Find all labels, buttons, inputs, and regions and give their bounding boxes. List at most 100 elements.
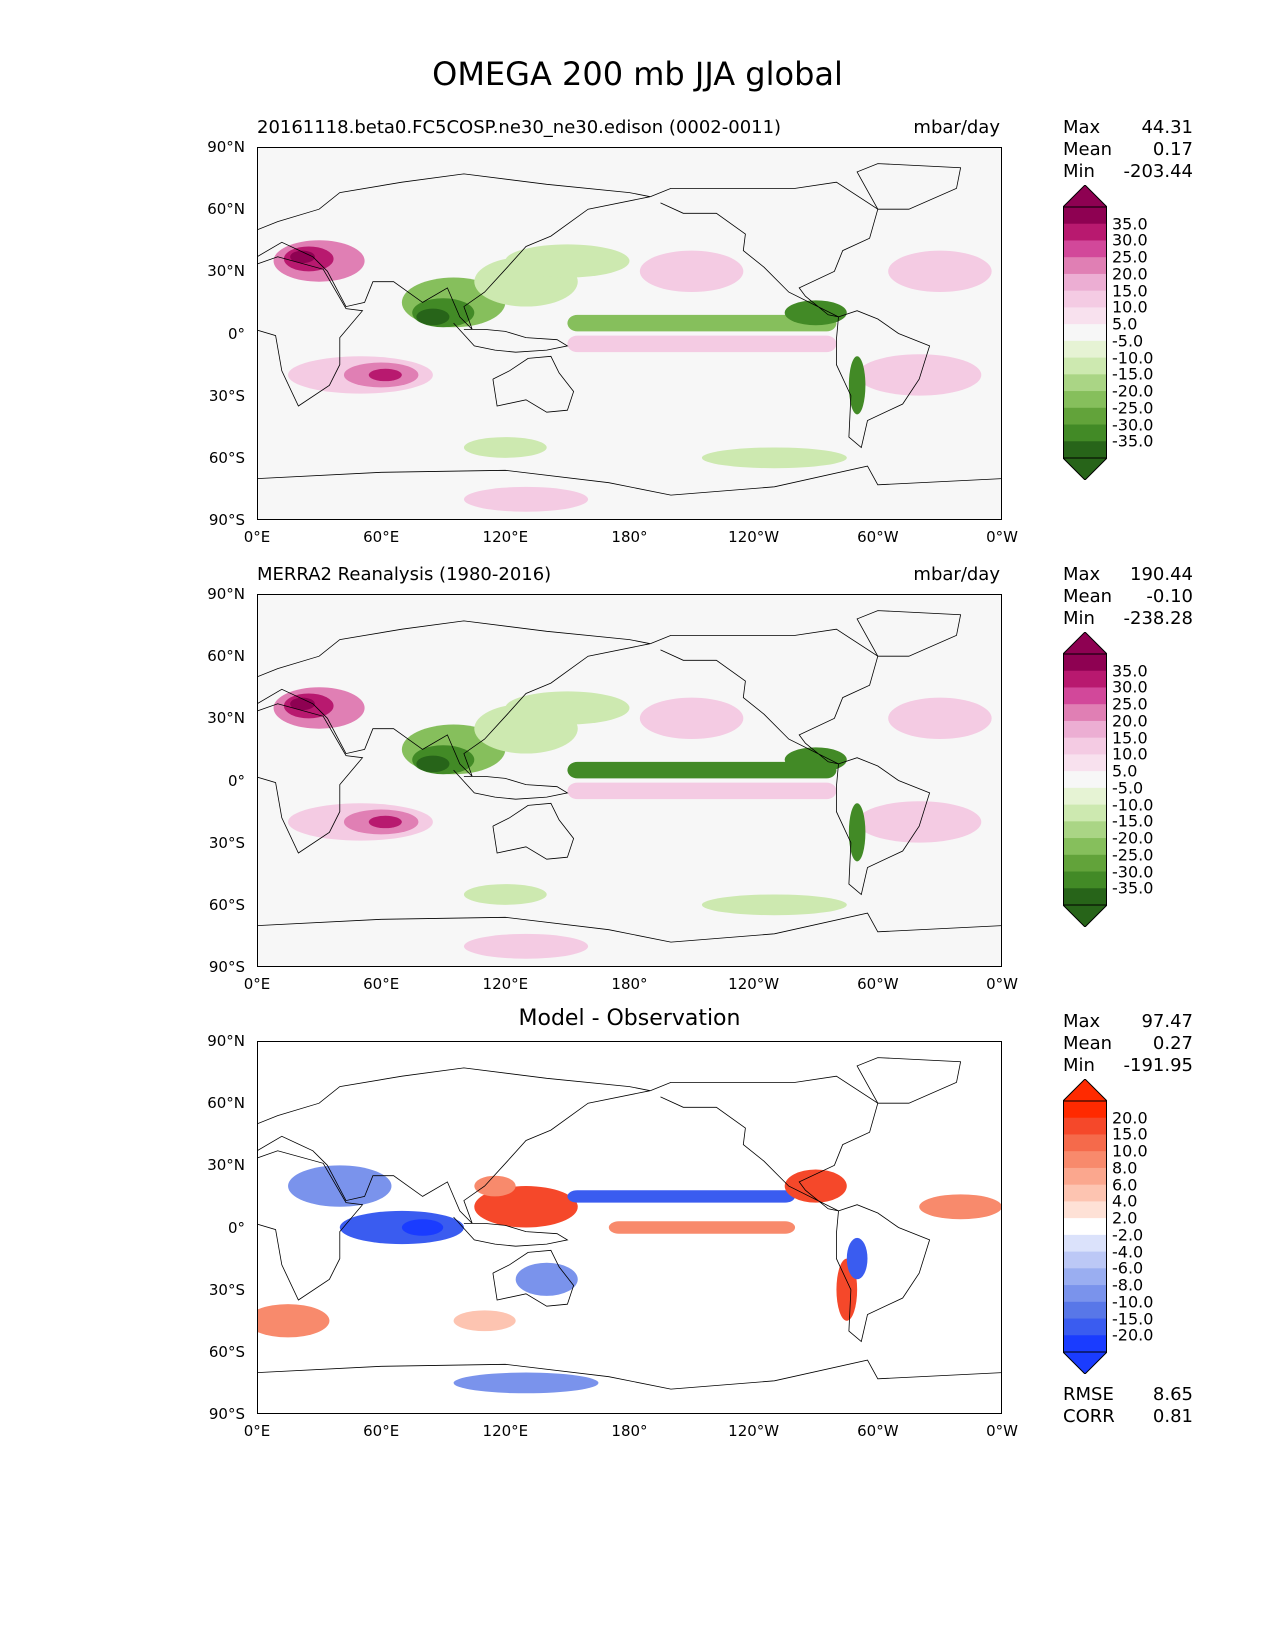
colorbar-tick-label: -2.0	[1112, 1225, 1144, 1245]
y-tick-label: 90°S	[208, 511, 245, 529]
colorbar-tick-label: 25.0	[1112, 694, 1148, 714]
x-tick-label: 60°W	[857, 1422, 899, 1440]
y-tick-label: 30°S	[208, 833, 245, 852]
x-tick-label: 0°W	[986, 975, 1018, 993]
y-tick-label: 30°N	[207, 1156, 245, 1175]
colorbar-tick-label: -15.0	[1112, 364, 1154, 384]
colorbar-segment	[1063, 1101, 1107, 1119]
x-tick-label: 120°W	[728, 1422, 780, 1440]
x-tick-label: 180°	[611, 528, 648, 546]
colorbar-tick-label: -20.0	[1112, 828, 1154, 848]
y-tick-label: 60°S	[208, 448, 245, 467]
colorbar-segment	[1063, 424, 1107, 442]
colorbar-segment	[1063, 838, 1107, 856]
colorbar-segment	[1063, 307, 1107, 325]
colorbar-tick-label: -8.0	[1112, 1275, 1144, 1295]
x-tick-label: 60°W	[857, 975, 899, 993]
stat-value: -0.10	[1146, 586, 1193, 607]
stat-value: 44.31	[1141, 117, 1193, 138]
colorbar	[1061, 184, 1109, 484]
map-plot	[257, 147, 1002, 520]
colorbar-tick-label: -30.0	[1112, 415, 1154, 435]
x-tick-label: 120°E	[482, 528, 529, 546]
colorbar-segment	[1063, 1167, 1107, 1186]
y-tick-label: 30°N	[207, 709, 245, 728]
colorbar-segment	[1063, 240, 1107, 258]
colorbar-segment	[1063, 441, 1107, 459]
colorbar-segment	[1063, 1134, 1107, 1152]
colorbar-tick-label: -4.0	[1112, 1242, 1144, 1262]
colorbar-segment	[1063, 804, 1107, 822]
panel-title-center: Model - Observation	[518, 1006, 741, 1031]
colorbar-segment	[1063, 1335, 1107, 1353]
colorbar	[1061, 1078, 1109, 1378]
colorbar-extend-bottom	[1061, 1351, 1109, 1375]
panel-title-left: MERRA2 Reanalysis (1980-2016)	[257, 564, 552, 585]
x-tick-label: 180°	[611, 975, 648, 993]
colorbar-tick-label: 35.0	[1112, 214, 1148, 234]
colorbar-segment	[1063, 357, 1107, 375]
colorbar-tick-label: 10.0	[1112, 297, 1148, 317]
colorbar-segment	[1063, 1251, 1107, 1269]
stat-value: 190.44	[1130, 564, 1193, 585]
map-contour-field	[257, 1041, 1002, 1414]
colorbar-segment	[1063, 704, 1107, 722]
colorbar-tick-label: -10.0	[1112, 348, 1154, 368]
colorbar-tick-label: -15.0	[1112, 1309, 1154, 1329]
stat-value: 8.65	[1152, 1384, 1193, 1405]
colorbar-extend-top	[1061, 631, 1109, 655]
y-tick-label: 60°S	[208, 1342, 245, 1361]
colorbar-segment	[1063, 1184, 1107, 1202]
colorbar-tick-label: 30.0	[1112, 677, 1148, 697]
stat-label: Max	[1063, 564, 1101, 585]
y-tick-label: 0°	[227, 1218, 245, 1237]
colorbar-segment	[1063, 787, 1107, 806]
colorbar-segment	[1063, 324, 1107, 342]
colorbar-segment	[1063, 290, 1107, 308]
stat-label: RMSE	[1063, 1384, 1114, 1405]
stat-value: -203.44	[1123, 161, 1193, 182]
x-tick-label: 60°E	[363, 1422, 400, 1440]
colorbar-segment	[1063, 737, 1107, 755]
stats-box: Max 44.31 Mean 0.17 Min -203.44	[1063, 117, 1193, 183]
y-tick-label: 0°	[227, 324, 245, 343]
colorbar-segment	[1063, 754, 1107, 772]
colorbar-segment	[1063, 1234, 1107, 1253]
colorbar-segment	[1063, 340, 1107, 359]
stat-value: 0.17	[1152, 139, 1193, 160]
stat-label: Min	[1063, 1055, 1095, 1076]
colorbar-segment	[1063, 720, 1107, 739]
stats-box: Max 97.47 Mean 0.27 Min -191.95	[1063, 1011, 1193, 1077]
colorbar-segment	[1063, 223, 1107, 241]
y-tick-label: 60°N	[207, 200, 245, 219]
colorbar-tick-label: 30.0	[1112, 230, 1148, 250]
y-tick-label: 60°N	[207, 1094, 245, 1113]
colorbar-tick-label: -20.0	[1112, 1325, 1154, 1345]
colorbar-segment	[1063, 1218, 1107, 1236]
colorbar-tick-label: 4.0	[1112, 1191, 1138, 1211]
colorbar-segment	[1063, 687, 1107, 705]
colorbar-tick-label: -10.0	[1112, 795, 1154, 815]
map-contour-field	[257, 147, 1002, 520]
colorbar-tick-label: -35.0	[1112, 878, 1154, 898]
colorbar-tick-label: -20.0	[1112, 381, 1154, 401]
colorbar-tick-label: 25.0	[1112, 247, 1148, 267]
colorbar-tick-label: 5.0	[1112, 761, 1138, 781]
colorbar-tick-label: 2.0	[1112, 1208, 1138, 1228]
map-contour-field	[257, 594, 1002, 967]
panel-units: mbar/day	[913, 117, 1000, 138]
x-tick-label: 60°E	[363, 528, 400, 546]
y-tick-label: 30°S	[208, 386, 245, 405]
colorbar-segment	[1063, 654, 1107, 672]
stat-label: Mean	[1063, 139, 1113, 160]
colorbar-segment	[1063, 391, 1107, 409]
figure-title: OMEGA 200 mb JJA global	[432, 55, 843, 93]
stat-label: CORR	[1063, 1406, 1115, 1427]
x-tick-label: 0°W	[986, 528, 1018, 546]
colorbar-extend-top	[1061, 184, 1109, 208]
colorbar-segment	[1063, 1151, 1107, 1169]
colorbar-tick-label: 10.0	[1112, 744, 1148, 764]
colorbar-tick-label: -30.0	[1112, 862, 1154, 882]
colorbar-tick-label: -10.0	[1112, 1292, 1154, 1312]
y-tick-label: 30°S	[208, 1280, 245, 1299]
